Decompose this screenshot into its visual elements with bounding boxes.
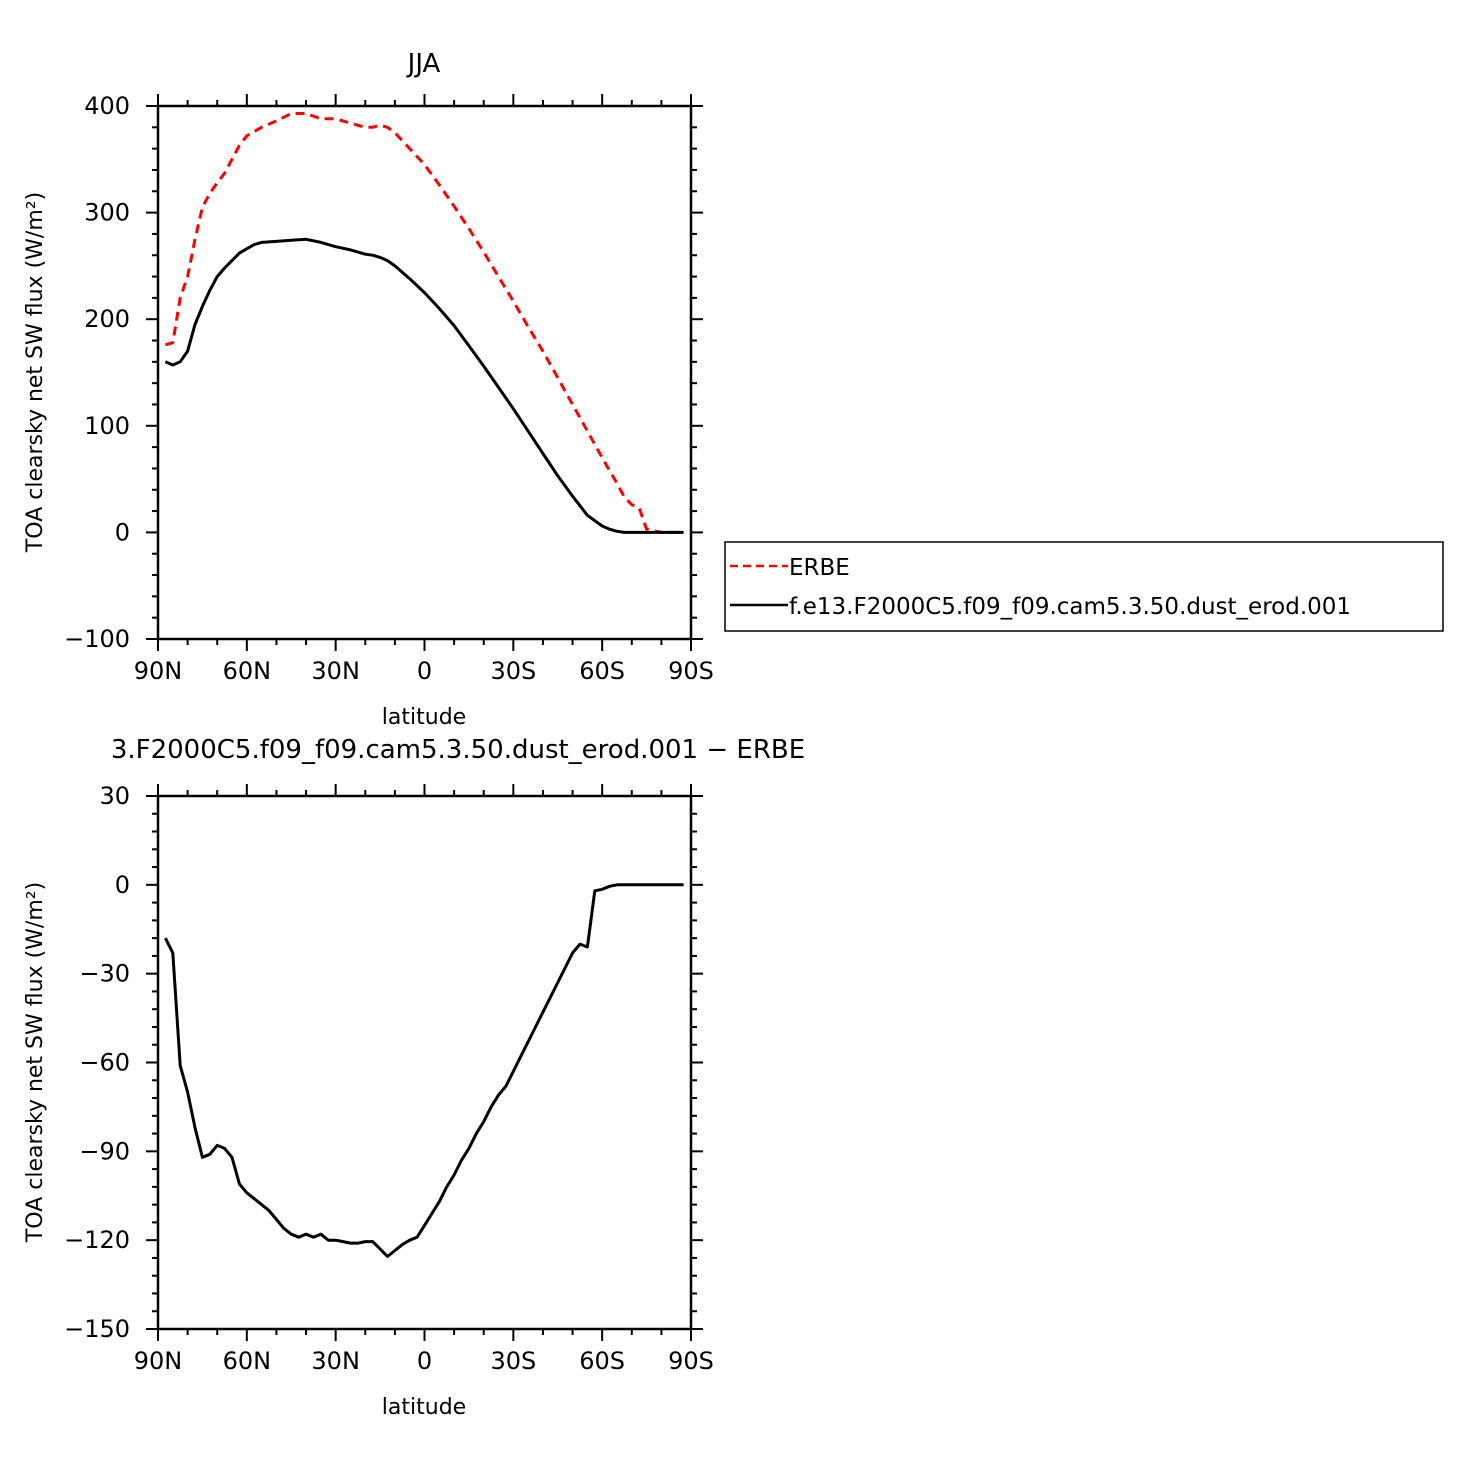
bottom-xtick-label: 60S xyxy=(579,1347,625,1375)
bottom-chart-panel: 3.F2000C5.f09_f09.cam5.3.50.dust_erod.00… xyxy=(23,735,805,1420)
bottom-ytick-label: −120 xyxy=(64,1226,130,1254)
bottom-chart-title: 3.F2000C5.f09_f09.cam5.3.50.dust_erod.00… xyxy=(111,735,805,765)
top-xtick-label: 60S xyxy=(579,657,625,685)
top-ytick-label: −100 xyxy=(64,625,130,653)
legend-label-erbe: ERBE xyxy=(789,555,850,581)
bottom-ytick-label: −60 xyxy=(79,1049,130,1077)
bottom-chart-ticks: 90N 60N 30N 0 30S 60S 90S 30 0 −30 −60 −90 −120 −150 xyxy=(64,782,714,1375)
bottom-chart-frame xyxy=(156,794,693,1331)
bottom-xtick-label: 90N xyxy=(134,1347,183,1375)
bottom-ytick-label: −90 xyxy=(79,1137,130,1165)
top-ytick-label: 300 xyxy=(84,199,130,227)
top-chart-frame xyxy=(156,104,693,641)
legend-box xyxy=(724,541,1444,632)
bottom-chart-series xyxy=(164,883,684,1258)
bottom-xtick-label: 60N xyxy=(223,1347,272,1375)
top-series-line-0 xyxy=(164,112,684,534)
bottom-xtick-label: 30N xyxy=(311,1347,360,1375)
top-xtick-label: 60N xyxy=(223,657,272,685)
top-xtick-label: 30N xyxy=(311,657,360,685)
top-chart-title: JJA xyxy=(406,49,441,79)
top-chart-series xyxy=(164,112,684,534)
bottom-ytick-label: −30 xyxy=(79,960,130,988)
top-ytick-label: 0 xyxy=(115,518,130,546)
legend: ERBE f.e13.F2000C5.f09_f09.cam5.3.50.dus… xyxy=(724,541,1444,632)
bottom-ytick-label: −150 xyxy=(64,1315,130,1343)
top-chart-xlabel: latitude xyxy=(382,705,466,730)
bottom-chart-xlabel: latitude xyxy=(382,1395,466,1420)
top-xtick-label: 90N xyxy=(134,657,183,685)
top-ytick-label: 400 xyxy=(84,92,130,120)
top-chart-ticks: 90N 60N 30N 0 30S 60S 90S 400 300 200 100 0 −100 xyxy=(64,92,714,685)
top-chart-ylabel: TOA clearsky net SW flux (W/m²) xyxy=(23,192,48,553)
top-xtick-label: 90S xyxy=(668,657,714,685)
bottom-xtick-label: 0 xyxy=(417,1347,432,1375)
top-xtick-label: 0 xyxy=(417,657,432,685)
bottom-xtick-label: 90S xyxy=(668,1347,714,1375)
bottom-series-line-0 xyxy=(164,883,684,1258)
bottom-ytick-label: 0 xyxy=(115,871,130,899)
top-series-line-1 xyxy=(164,237,684,534)
bottom-chart-ylabel: TOA clearsky net SW flux (W/m²) xyxy=(23,882,48,1243)
legend-label-model: f.e13.F2000C5.f09_f09.cam5.3.50.dust_ero… xyxy=(789,594,1351,620)
bottom-ytick-label: 30 xyxy=(99,782,130,810)
top-ytick-label: 100 xyxy=(84,412,130,440)
bottom-xtick-label: 30S xyxy=(490,1347,536,1375)
top-ytick-label: 200 xyxy=(84,305,130,333)
top-chart-panel: JJA TOA clearsky net SW flux (W/m²) lati… xyxy=(23,49,714,730)
top-xtick-label: 30S xyxy=(490,657,536,685)
